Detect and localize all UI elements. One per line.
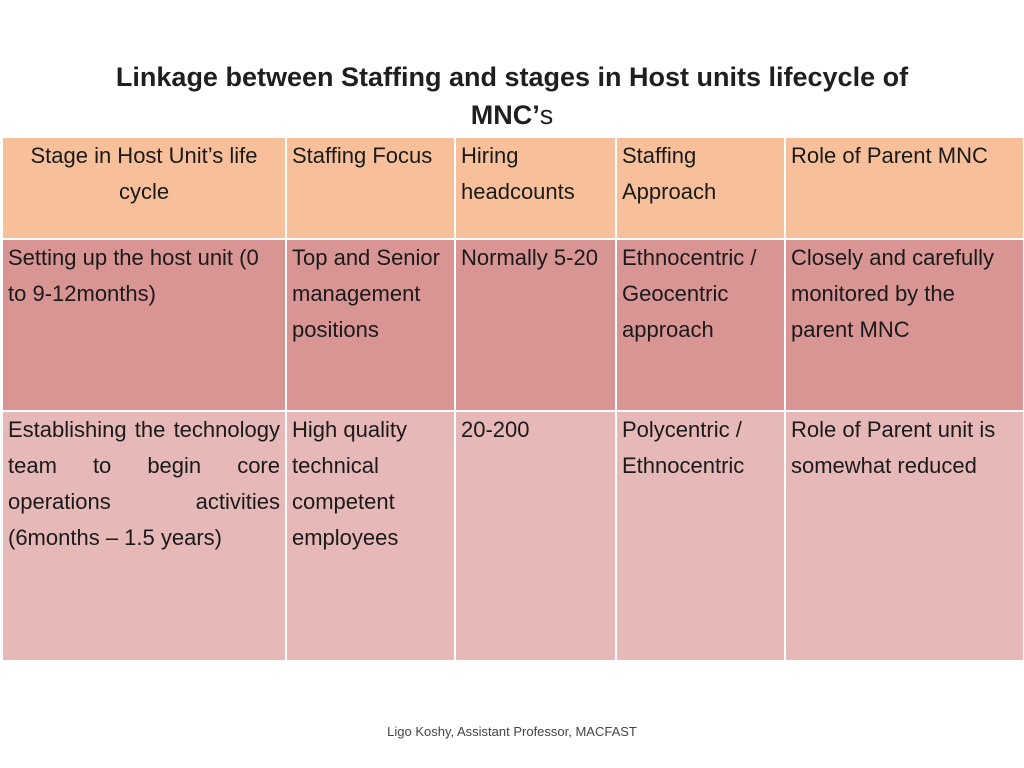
header-staffing-focus: Staffing Focus	[285, 136, 456, 240]
cell-stage: Establishing the technology team to begi…	[1, 410, 287, 662]
cell-stage: Setting up the host unit (0 to 9-12month…	[1, 238, 287, 412]
cell-staffing-focus: High quality technical competent employe…	[285, 410, 456, 662]
title-line-2: MNC’s	[0, 96, 1024, 134]
cell-hiring-headcounts: Normally 5-20	[454, 238, 617, 412]
header-staffing-approach: Staffing Approach	[615, 136, 786, 240]
cell-staffing-focus: Top and Senior management positions	[285, 238, 456, 412]
title-mnc: MNC’	[470, 100, 540, 130]
cell-role-of-parent: Role of Parent unit is somewhat reduced	[784, 410, 1024, 662]
header-role-of-parent: Role of Parent MNC	[784, 136, 1024, 240]
title-suffix: s	[539, 100, 554, 130]
cell-hiring-headcounts: 20-200	[454, 410, 617, 662]
slide-title: Linkage between Staffing and stages in H…	[0, 58, 1024, 134]
header-stage: Stage in Host Unit’s life cycle	[1, 136, 287, 240]
staffing-table: Stage in Host Unit’s life cycle Staffing…	[1, 136, 1024, 662]
cell-staffing-approach: Polycentric / Ethnocentric	[615, 410, 786, 662]
title-line-1: Linkage between Staffing and stages in H…	[115, 62, 909, 92]
table-row: Setting up the host unit (0 to 9-12month…	[1, 238, 1024, 412]
table-header-row: Stage in Host Unit’s life cycle Staffing…	[1, 136, 1024, 240]
table-row: Establishing the technology team to begi…	[1, 410, 1024, 662]
cell-role-of-parent: Closely and carefully monitored by the p…	[784, 238, 1024, 412]
header-hiring-headcounts: Hiring headcounts	[454, 136, 617, 240]
cell-staffing-approach: Ethnocentric / Geocentric approach	[615, 238, 786, 412]
footer-credit: Ligo Koshy, Assistant Professor, MACFAST	[387, 724, 637, 739]
